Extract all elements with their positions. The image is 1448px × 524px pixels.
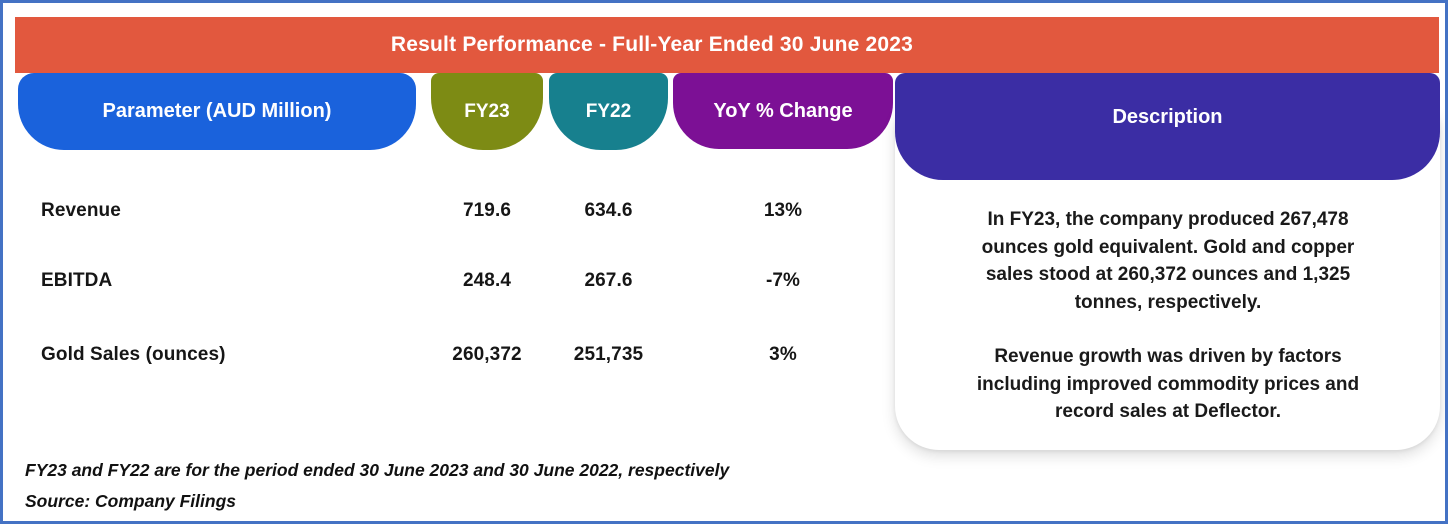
row-parameter-label: Revenue: [41, 200, 121, 221]
row-fy22-value: 634.6: [584, 200, 633, 221]
column-header-yoy-change: YoY % Change: [673, 73, 893, 149]
description-paragraph-2: Revenue growth was driven by factors inc…: [908, 343, 1428, 426]
description-line: record sales at Deflector.: [1055, 401, 1281, 422]
row-yoy-value: 3%: [769, 344, 797, 365]
column-header-fy23-label: FY23: [464, 100, 510, 122]
footnote-source: Source: Company Filings: [25, 491, 236, 511]
footnote-period: FY23 and FY22 are for the period ended 3…: [25, 460, 730, 480]
row-fy23-value: 248.4: [462, 270, 512, 291]
description-line: Revenue growth was driven by factors: [994, 346, 1342, 367]
row-fy23-value: 719.6: [462, 200, 512, 221]
column-header-fy23: FY23: [431, 73, 543, 150]
row-parameter-label: EBITDA: [41, 270, 113, 291]
description-line: tonnes, respectively.: [1074, 291, 1262, 313]
column-header-fy22-label: FY22: [585, 100, 632, 122]
row-fy23-value: 260,372: [452, 344, 522, 365]
description-header: Description: [895, 73, 1440, 180]
row-yoy-value: -7%: [765, 270, 801, 291]
description-line: ounces gold equivalent. Gold and copper: [981, 236, 1355, 258]
column-header-yoy-change-label: YoY % Change: [713, 99, 853, 122]
row-fy22-value: 267.6: [584, 270, 633, 291]
page-title: Result Performance - Full-Year Ended 30 …: [390, 33, 914, 56]
table-row: Revenue 719.6 634.6 13%: [3, 193, 893, 229]
description-header-label: Description: [1112, 106, 1223, 128]
row-parameter-label: Gold Sales (ounces): [41, 344, 226, 365]
description-paragraph-1: In FY23, the company produced 267,478 ou…: [908, 206, 1428, 316]
column-header-fy22: FY22: [549, 73, 668, 150]
description-line: In FY23, the company produced 267,478: [987, 209, 1349, 230]
footnotes: FY23 and FY22 are for the period ended 3…: [25, 455, 729, 517]
description-line: including improved commodity prices and: [976, 373, 1360, 395]
row-yoy-value: 13%: [763, 200, 803, 221]
column-header-parameter: Parameter (AUD Million): [18, 73, 416, 150]
description-line: sales stood at 260,372 ounces and 1,325: [985, 264, 1351, 285]
row-fy22-value: 251,735: [573, 344, 644, 365]
table-row: EBITDA 248.4 267.6 -7%: [3, 263, 893, 299]
column-header-parameter-label: Parameter (AUD Million): [102, 100, 332, 122]
title-banner: Result Performance - Full-Year Ended 30 …: [15, 17, 1439, 73]
table-row: Gold Sales (ounces) 260,372 251,735 3%: [3, 337, 893, 373]
